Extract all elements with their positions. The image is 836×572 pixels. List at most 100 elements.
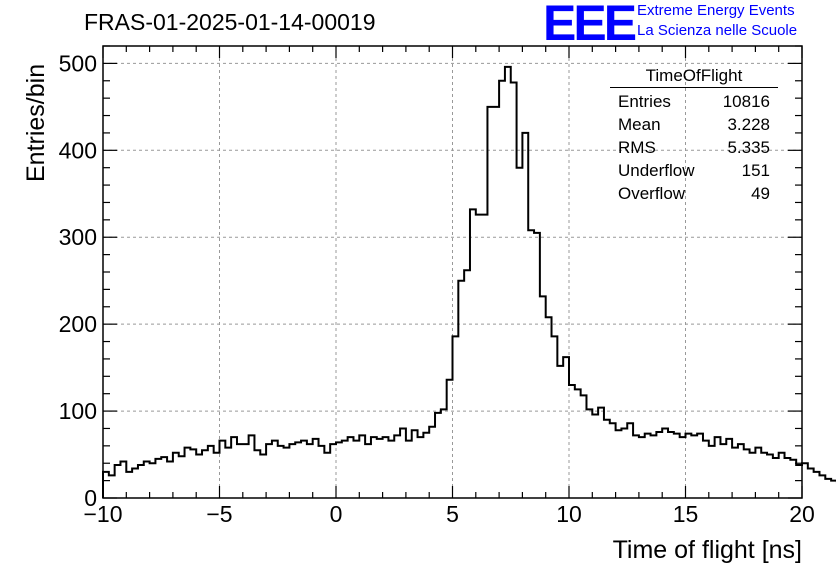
eee-logo: EEE — [543, 0, 637, 51]
histogram-bin — [365, 444, 371, 498]
histogram-bin — [319, 446, 325, 498]
histogram-bin — [406, 441, 412, 498]
x-tick-label: 10 — [556, 501, 582, 527]
histogram-bin — [185, 448, 191, 498]
histogram-bin — [249, 435, 255, 498]
x-axis-label: Time of flight [ns] — [612, 536, 802, 564]
x-tick-label: 5 — [446, 501, 459, 527]
histogram-bin — [674, 434, 680, 498]
histogram-bin — [703, 441, 709, 498]
histogram-bin — [604, 420, 610, 498]
histogram-bin — [511, 83, 517, 498]
histogram-bin — [662, 428, 668, 498]
stats-box: TimeOfFlight Entries 10816 Mean 3.228 RM… — [610, 66, 778, 205]
stats-value: 151 — [741, 161, 770, 180]
histogram-bin — [598, 408, 604, 498]
histogram-bin — [697, 434, 703, 498]
histogram-bin — [773, 458, 779, 498]
histogram-bin — [581, 395, 587, 498]
histogram-bin — [394, 435, 400, 498]
histogram-bin — [715, 437, 721, 498]
histogram-bin — [621, 428, 627, 498]
histogram-bin — [155, 459, 161, 498]
histogram-bin — [831, 481, 836, 498]
histogram-bin — [796, 465, 802, 498]
histogram-bin — [284, 448, 290, 498]
histogram-bin — [720, 444, 726, 498]
histogram-bin — [755, 448, 761, 498]
histogram-bin — [167, 461, 173, 498]
histogram-bin — [173, 453, 179, 498]
histogram-bin — [301, 441, 307, 498]
histogram-bin — [429, 427, 435, 498]
stats-label: Overflow — [618, 184, 686, 203]
histogram-bin — [499, 81, 505, 498]
histogram-bin — [680, 437, 686, 498]
histogram-bin — [330, 444, 336, 498]
histogram-bin — [388, 441, 394, 498]
histogram-bin — [691, 435, 697, 498]
histogram-bin — [476, 215, 482, 498]
stats-value: 5.335 — [727, 138, 770, 157]
histogram-bin — [785, 458, 791, 498]
histogram-bin — [557, 366, 563, 498]
histogram-bin — [161, 457, 167, 498]
stats-value: 49 — [751, 184, 770, 203]
histogram-bin — [738, 444, 744, 498]
plot-title: FRAS-01-2025-01-14-00019 — [84, 9, 376, 35]
histogram-bin — [633, 435, 639, 498]
stats-value: 3.228 — [727, 115, 770, 134]
histogram-bin — [732, 448, 738, 498]
stats-label: RMS — [618, 138, 656, 157]
histogram-bin — [126, 472, 132, 498]
histogram-bin — [709, 446, 715, 498]
histogram-bin — [144, 461, 150, 498]
histogram-bin — [575, 389, 581, 498]
stats-label: Entries — [618, 92, 671, 111]
histogram-bin — [505, 67, 511, 498]
x-tick-label: 0 — [330, 501, 343, 527]
histogram-bin — [493, 107, 499, 498]
histogram-bin — [231, 437, 237, 498]
y-axis-label: Entries/bin — [22, 63, 50, 182]
histogram-bin — [540, 296, 546, 498]
histogram-bin — [761, 453, 767, 498]
histogram-bin — [552, 336, 558, 498]
histogram-bin — [616, 430, 622, 498]
y-tick-label: 400 — [59, 137, 97, 163]
histogram-bin — [190, 449, 196, 498]
histogram-bin — [260, 455, 266, 498]
histogram-bin — [522, 133, 528, 498]
y-tick-label: 0 — [84, 485, 97, 511]
stats-row-entries: Entries 10816 — [610, 90, 778, 113]
histogram-bin — [377, 439, 383, 498]
histogram-bin — [610, 423, 616, 498]
histogram-bin — [750, 453, 756, 498]
eee-logo-line1: Extreme Energy Events — [637, 2, 795, 19]
histogram-bin — [418, 437, 424, 498]
histogram-bin — [447, 380, 453, 498]
histogram-bin — [464, 270, 470, 498]
histogram-bin — [668, 432, 674, 498]
histogram-bin — [592, 415, 598, 498]
y-tick-label: 300 — [59, 224, 97, 250]
y-tick-label: 200 — [59, 311, 97, 337]
histogram-bin — [266, 444, 272, 498]
histogram-bin — [237, 444, 243, 498]
histogram-bin — [482, 215, 488, 498]
y-tick-label: 500 — [59, 50, 97, 76]
histogram-bin — [435, 413, 441, 498]
stats-row-rms: RMS 5.335 — [610, 136, 778, 159]
histogram-bin — [453, 336, 459, 498]
histogram-bin — [138, 465, 144, 498]
stats-label: Underflow — [618, 161, 695, 180]
histogram-bin — [639, 437, 645, 498]
histogram-bin — [528, 230, 534, 498]
eee-logo-line2: La Scienza nelle Scuole — [637, 22, 798, 39]
histogram-bin — [371, 437, 377, 498]
histogram-bin — [423, 433, 429, 498]
stats-value: 10816 — [722, 92, 770, 111]
histogram-bin — [109, 475, 115, 498]
histogram-bin — [359, 435, 365, 498]
